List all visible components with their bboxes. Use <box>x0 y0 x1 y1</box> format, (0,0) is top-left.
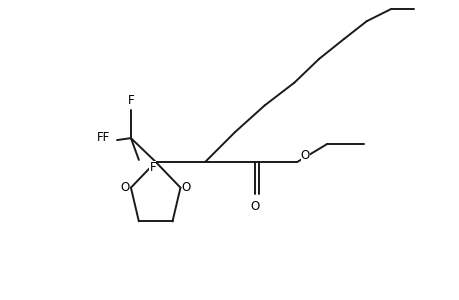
Text: O: O <box>250 200 259 213</box>
Text: O: O <box>120 181 129 194</box>
Text: F: F <box>149 161 156 174</box>
Text: FF: FF <box>96 130 110 144</box>
Text: F: F <box>127 94 134 107</box>
Text: O: O <box>181 181 190 194</box>
Text: O: O <box>300 149 309 162</box>
